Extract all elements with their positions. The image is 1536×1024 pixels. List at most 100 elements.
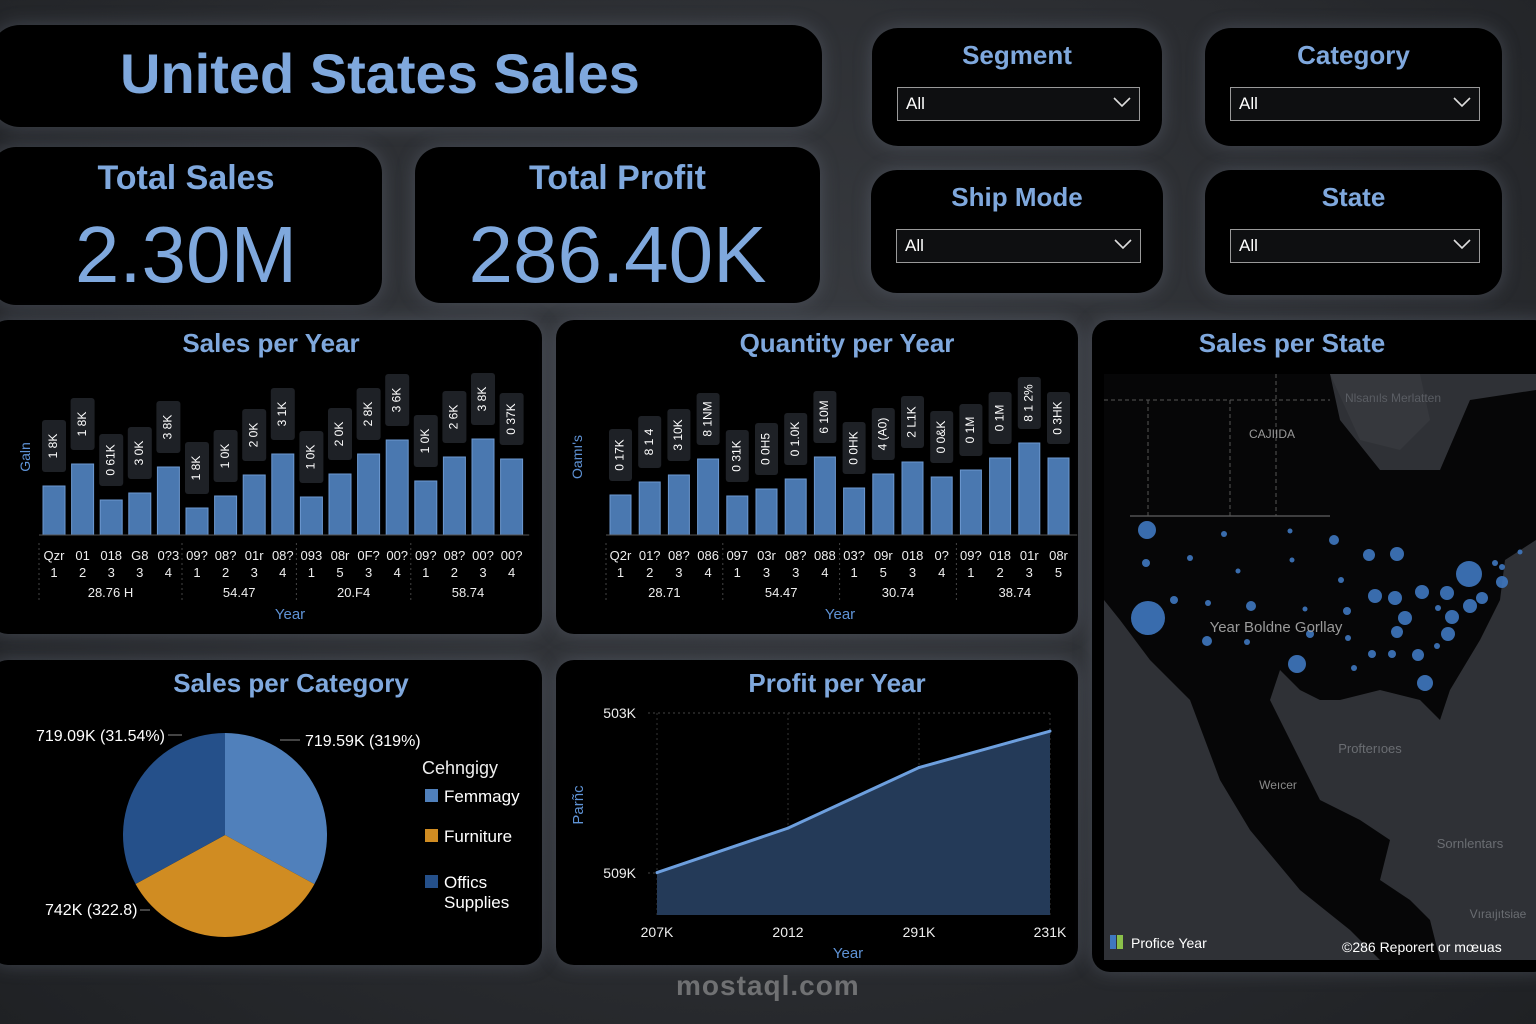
bar[interactable] bbox=[726, 495, 749, 536]
bar[interactable] bbox=[755, 488, 778, 536]
state-bubble[interactable] bbox=[1412, 649, 1424, 661]
state-bubble[interactable] bbox=[1363, 549, 1375, 561]
bar[interactable] bbox=[385, 439, 409, 536]
state-bubble[interactable] bbox=[1390, 547, 1404, 561]
data-point[interactable] bbox=[1048, 729, 1052, 733]
bar[interactable] bbox=[414, 480, 438, 536]
data-label-box bbox=[667, 409, 691, 461]
bar[interactable] bbox=[638, 481, 661, 536]
bar[interactable] bbox=[328, 473, 352, 536]
state-bubble[interactable] bbox=[1138, 521, 1156, 539]
category-dropdown[interactable]: All bbox=[1230, 87, 1480, 121]
state-bubble[interactable] bbox=[1368, 650, 1376, 658]
state-bubble[interactable] bbox=[1287, 528, 1293, 534]
pie-slice[interactable] bbox=[135, 835, 315, 938]
state-bubble[interactable] bbox=[1368, 589, 1382, 603]
bar[interactable] bbox=[1047, 457, 1070, 536]
bar[interactable] bbox=[99, 499, 123, 536]
bar[interactable] bbox=[697, 458, 720, 536]
state-bubble[interactable] bbox=[1202, 636, 1212, 646]
bar[interactable] bbox=[500, 458, 524, 536]
state-bubble[interactable] bbox=[1398, 611, 1412, 625]
bar[interactable] bbox=[989, 457, 1012, 536]
state-bubble[interactable] bbox=[1391, 626, 1403, 638]
x-tick-label: 018 bbox=[989, 548, 1011, 563]
bar[interactable] bbox=[42, 485, 66, 536]
state-bubble[interactable] bbox=[1306, 630, 1314, 638]
state-bubble[interactable] bbox=[1434, 643, 1440, 649]
bar[interactable] bbox=[242, 474, 266, 536]
state-bubble[interactable] bbox=[1221, 531, 1227, 537]
state-bubble[interactable] bbox=[1343, 607, 1351, 615]
x-tick-label: 08? bbox=[272, 548, 294, 563]
bar[interactable] bbox=[299, 496, 323, 536]
sales-per-state-map[interactable]: Nlsanıls Merlatten CAJIIDA Year Boldne Gor… bbox=[1104, 374, 1536, 960]
bar[interactable] bbox=[471, 438, 495, 536]
state-bubble[interactable] bbox=[1302, 606, 1308, 612]
state-bubble[interactable] bbox=[1170, 596, 1178, 604]
state-bubble[interactable] bbox=[1499, 564, 1505, 570]
state-bubble[interactable] bbox=[1244, 639, 1250, 645]
state-bubble[interactable] bbox=[1441, 627, 1455, 641]
bar[interactable] bbox=[357, 453, 381, 536]
state-bubble[interactable] bbox=[1345, 635, 1351, 641]
state-bubble[interactable] bbox=[1476, 592, 1488, 604]
legend-label[interactable]: Offics bbox=[444, 873, 487, 892]
state-bubble[interactable] bbox=[1517, 549, 1523, 555]
bar[interactable] bbox=[813, 456, 836, 536]
data-point[interactable] bbox=[917, 766, 921, 770]
bar[interactable] bbox=[271, 453, 295, 536]
state-bubble[interactable] bbox=[1288, 655, 1306, 673]
state-bubble[interactable] bbox=[1205, 600, 1211, 606]
pie-slice[interactable] bbox=[122, 733, 225, 885]
state-bubble[interactable] bbox=[1417, 675, 1433, 691]
data-label-box bbox=[959, 404, 983, 456]
state-bubble[interactable] bbox=[1388, 591, 1402, 605]
x-tick-label: 4 bbox=[704, 565, 711, 580]
pie-slice[interactable] bbox=[225, 733, 327, 885]
bar[interactable] bbox=[156, 466, 180, 536]
state-bubble[interactable] bbox=[1492, 560, 1498, 566]
bar[interactable] bbox=[930, 476, 953, 536]
bar[interactable] bbox=[214, 495, 238, 536]
legend-label: Femmagy bbox=[444, 787, 520, 806]
bar[interactable] bbox=[185, 507, 209, 536]
state-bubble[interactable] bbox=[1329, 535, 1339, 545]
chevron-down-icon bbox=[1113, 97, 1131, 108]
state-bubble[interactable] bbox=[1351, 665, 1357, 671]
segment-dropdown[interactable]: All bbox=[897, 87, 1140, 121]
state-bubble[interactable] bbox=[1235, 568, 1241, 574]
state-bubble[interactable] bbox=[1445, 610, 1459, 624]
bar[interactable] bbox=[609, 494, 632, 536]
bar[interactable] bbox=[959, 469, 982, 536]
state-dropdown[interactable]: All bbox=[1230, 229, 1480, 263]
bar[interactable] bbox=[442, 456, 466, 536]
data-point[interactable] bbox=[655, 871, 659, 875]
state-bubble[interactable] bbox=[1415, 585, 1429, 599]
state-bubble[interactable] bbox=[1440, 586, 1454, 600]
state-bubble[interactable] bbox=[1338, 577, 1344, 583]
data-label-box bbox=[499, 393, 524, 445]
bar[interactable] bbox=[1018, 442, 1041, 536]
state-bubble[interactable] bbox=[1131, 601, 1165, 635]
state-bubble[interactable] bbox=[1388, 650, 1396, 658]
bar[interactable] bbox=[128, 492, 152, 536]
bar[interactable] bbox=[843, 487, 866, 536]
state-bubble[interactable] bbox=[1456, 561, 1482, 587]
bar[interactable] bbox=[872, 473, 895, 536]
data-point[interactable] bbox=[786, 826, 790, 830]
ship-mode-dropdown[interactable]: All bbox=[896, 229, 1141, 263]
state-bubble[interactable] bbox=[1289, 557, 1295, 563]
bar[interactable] bbox=[901, 461, 924, 536]
state-bubble[interactable] bbox=[1142, 559, 1150, 567]
bar[interactable] bbox=[667, 474, 690, 536]
bar[interactable] bbox=[71, 463, 95, 536]
state-bubble[interactable] bbox=[1187, 555, 1193, 561]
bar[interactable] bbox=[784, 478, 807, 536]
series-line[interactable] bbox=[656, 729, 1051, 875]
state-bubble[interactable] bbox=[1463, 599, 1477, 613]
state-bubble[interactable] bbox=[1496, 576, 1508, 588]
x-tick-label: 2 bbox=[79, 565, 86, 580]
state-bubble[interactable] bbox=[1246, 601, 1256, 611]
state-bubble[interactable] bbox=[1435, 605, 1441, 611]
